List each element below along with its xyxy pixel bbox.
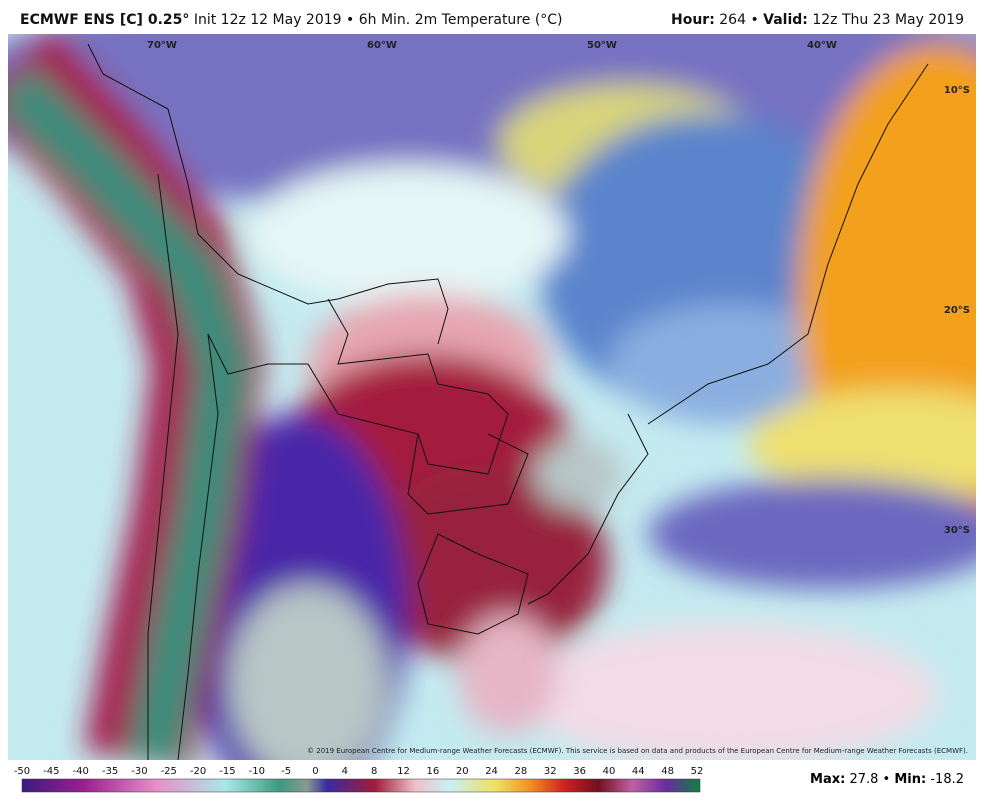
colorbar-tick-label: 16 — [427, 766, 440, 777]
max-label: Max: — [810, 772, 846, 787]
temperature-shading — [8, 34, 976, 760]
colorbar-tick-label: 44 — [632, 766, 645, 777]
valid-label: Valid: — [763, 12, 808, 28]
longitude-label: 40°W — [807, 40, 837, 51]
temperature-area — [748, 389, 976, 499]
coast — [647, 63, 929, 425]
colorbar-tick-label: -25 — [161, 766, 177, 777]
colorbar-tick-label: 8 — [371, 766, 377, 777]
map: 70°W 60°W 50°W 40°W 10°S 20°S 30°S © 2019 Euro… — [8, 34, 976, 760]
title: ECMWF ENS [C] 0.25° Init 12z 12 May 2019… — [20, 12, 563, 28]
separator: • — [882, 772, 891, 787]
min-value: -18.2 — [930, 772, 964, 787]
border — [527, 413, 649, 605]
borders — [87, 43, 929, 760]
colorbar-tick-label: 28 — [515, 766, 528, 777]
colorbar-tick-label: -40 — [73, 766, 89, 777]
coast — [147, 173, 179, 760]
colorbar-tick-label: 40 — [603, 766, 616, 777]
temperature-area — [533, 439, 623, 509]
colorbar-tick-label: -10 — [249, 766, 265, 777]
longitude-label: 60°W — [367, 40, 397, 51]
hour-label: Hour: — [670, 12, 715, 28]
colorbar-scale — [21, 778, 701, 793]
colorbar-tick-label: -15 — [219, 766, 235, 777]
colorbar-tick-label: 48 — [661, 766, 674, 777]
colorbar-tick-label: -50 — [14, 766, 30, 777]
temperature-area — [248, 164, 568, 304]
temperature-area — [518, 624, 938, 760]
colorbar-tick-label: -45 — [43, 766, 59, 777]
temperature-area — [458, 614, 558, 734]
description: Init 12z 12 May 2019 • 6h Min. 2m Temper… — [193, 12, 563, 28]
colorbar-tick-label: 36 — [573, 766, 586, 777]
border — [177, 333, 219, 760]
latitude-label: 10°S — [944, 85, 970, 96]
border — [207, 298, 509, 475]
temperature-area — [228, 584, 388, 760]
colorbar-tick-label: 20 — [456, 766, 469, 777]
colorbar-tick-label: -5 — [281, 766, 291, 777]
latitude-label: 20°S — [944, 305, 970, 316]
longitude-label: 70°W — [147, 40, 177, 51]
max-value: 27.8 — [849, 772, 879, 787]
separator: • — [750, 12, 759, 28]
valid-value: 12z Thu 23 May 2019 — [812, 12, 964, 28]
colorbar-tick-label: 32 — [544, 766, 557, 777]
colorbar: -50 -45 -40 -35 -30 -25 -20 -15 -10 -5 0 4 8 12 16 20 24… — [14, 766, 704, 793]
longitude-label: 50°W — [587, 40, 617, 51]
extremes: Max: 27.8 • Min: -18.2 — [810, 772, 964, 787]
border — [407, 433, 529, 515]
colorbar-tick-label: 0 — [312, 766, 318, 777]
latitude-label: 30°S — [944, 525, 970, 536]
valid-info: Hour: 264 • Valid: 12z Thu 23 May 2019 — [671, 12, 964, 28]
header: ECMWF ENS [C] 0.25° Init 12z 12 May 2019… — [0, 0, 984, 34]
colorbar-tick-label: -35 — [102, 766, 118, 777]
copyright: © 2019 European Centre for Medium-range … — [307, 747, 968, 755]
hour-value: 264 — [719, 12, 746, 28]
border — [417, 533, 529, 635]
border — [87, 43, 449, 345]
colorbar-tick-label: -30 — [131, 766, 147, 777]
model: ECMWF ENS [C] 0.25° — [20, 12, 190, 28]
temperature-field — [8, 34, 976, 760]
temperature-area — [608, 304, 848, 424]
colorbar-tick-label: 52 — [691, 766, 704, 777]
temperature-area — [648, 479, 976, 589]
colorbar-tick-label: 12 — [397, 766, 410, 777]
graticule-labels: 70°W 60°W 50°W 40°W 10°S 20°S 30°S — [147, 40, 970, 536]
colorbar-tick-label: -20 — [190, 766, 206, 777]
colorbar-tick-label: 4 — [342, 766, 348, 777]
min-label: Min: — [894, 772, 927, 787]
colorbar-tick-label: 24 — [485, 766, 498, 777]
